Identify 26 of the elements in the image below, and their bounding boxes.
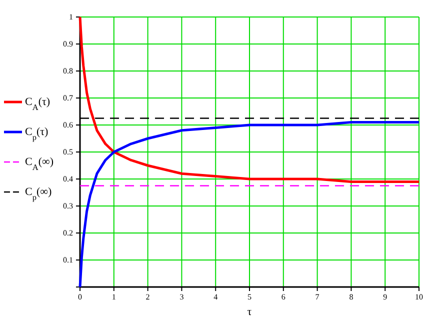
y-tick-label: 1	[69, 12, 73, 22]
x-tick-label: 4	[214, 292, 218, 302]
legend-label: C$_{A}$(∞)	[25, 156, 54, 172]
y-tick-label: 0.3	[63, 202, 73, 211]
x-tick-label: 0	[78, 292, 82, 302]
y-tick-label: 0.9	[63, 40, 73, 49]
y-tick-label: 0.6	[63, 120, 73, 130]
x-tick-label: 2	[146, 292, 150, 302]
x-tick-label: 7	[315, 292, 320, 302]
x-axis-title: τ	[247, 306, 252, 318]
y-tick-label: 0.4	[63, 174, 73, 184]
x-tick-label: 10	[415, 292, 423, 302]
y-tick-label: 0.7	[63, 94, 73, 103]
y-tick-label: 0.1	[63, 256, 73, 265]
legend-label: C$_{p}$(∞)	[25, 186, 52, 202]
y-tick-label: 0.2	[63, 228, 73, 238]
x-tick-label: 6	[281, 292, 286, 302]
y-tick-label: 0.5	[63, 148, 73, 157]
legend-label: C$_{p}$(τ)	[25, 126, 49, 142]
x-tick-label: 5	[248, 292, 252, 302]
y-tick-label: 0.8	[63, 66, 73, 76]
x-tick-label: 9	[383, 292, 388, 302]
legend-label: C$_{A}$(τ)	[25, 96, 50, 112]
x-tick-label: 3	[180, 292, 184, 302]
x-tick-label: 1	[112, 292, 116, 302]
x-tick-label: 8	[349, 292, 354, 302]
